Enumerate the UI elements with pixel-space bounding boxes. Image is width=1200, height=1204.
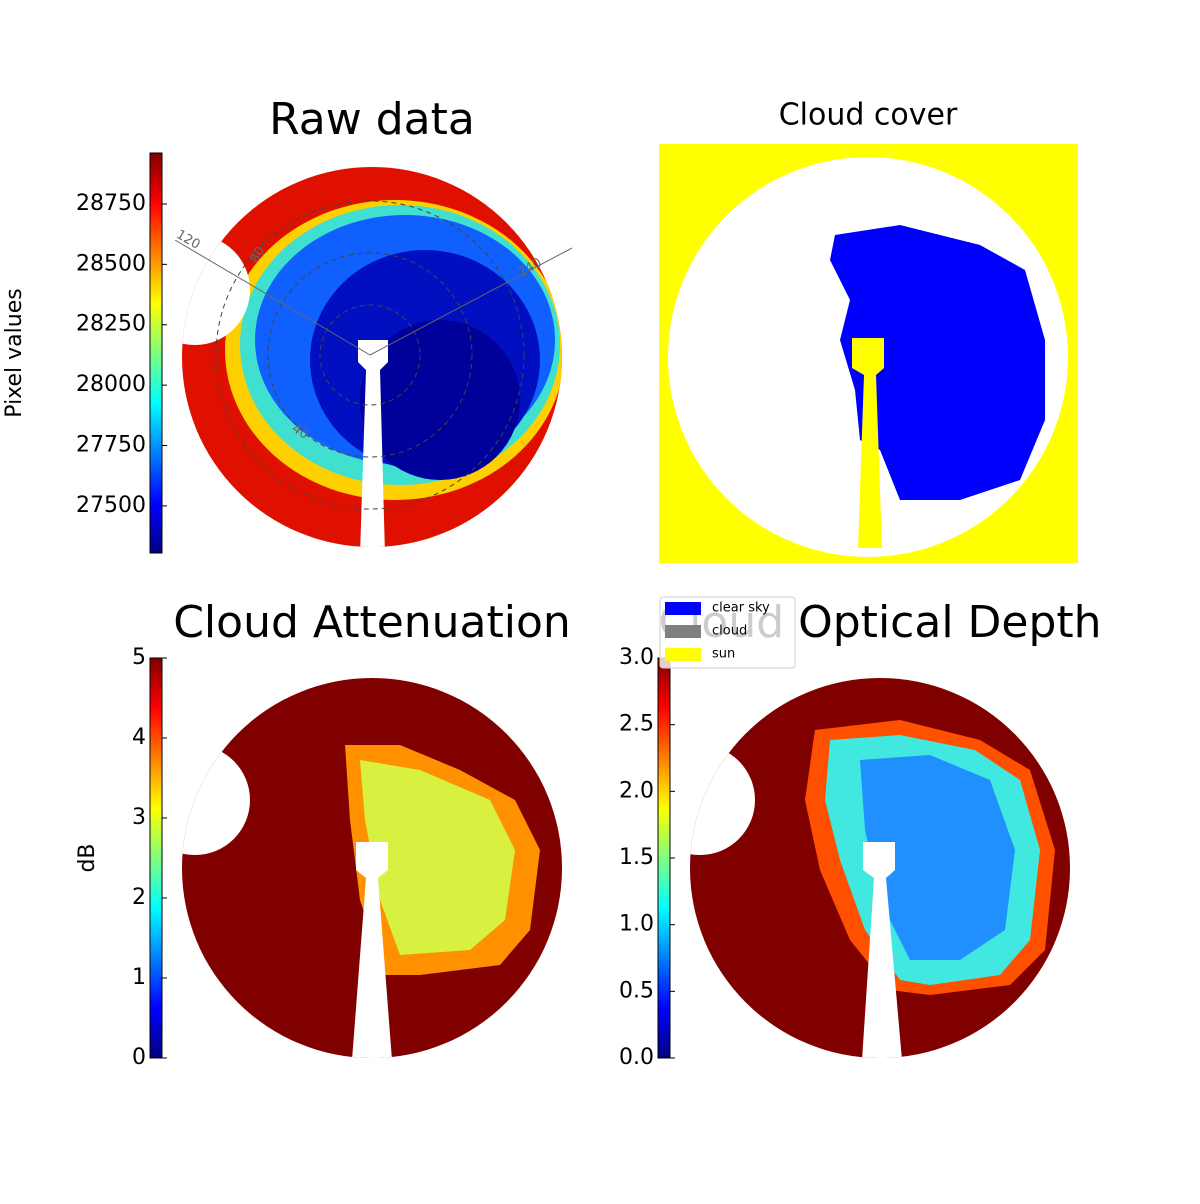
attenuation-image [182, 678, 562, 1058]
colorbar [657, 657, 671, 1059]
colorbar-tick-label: 5 [132, 645, 146, 670]
colorbar-tick-label: 3.0 [619, 645, 654, 670]
colorbar-label: dB [75, 843, 100, 872]
legend-swatch [665, 602, 701, 615]
polar-label: 120 [173, 227, 202, 252]
colorbar-tick-label: 0.5 [619, 978, 654, 1003]
colorbar-tick-label: 1 [132, 965, 146, 990]
colorbar-tick-label: 0 [132, 1045, 146, 1070]
polar-grid [174, 200, 573, 510]
raw-image [182, 167, 562, 547]
colorbar-tick-label: 3 [132, 805, 146, 830]
legend-swatch [665, 648, 701, 661]
colorbar-tick-label: 28250 [76, 312, 146, 337]
optical-depth-image [690, 678, 1070, 1058]
polar-label: 80 [247, 244, 268, 266]
colorbar-tick-label: 2.5 [619, 712, 654, 737]
polar-label: 40 [289, 421, 311, 442]
colorbar-tick-label: 28500 [76, 251, 146, 276]
colorbar-tick-label: 28000 [76, 372, 146, 397]
colorbar-label: Pixel values [2, 288, 27, 417]
colorbar-tick-label: 2.0 [619, 778, 654, 803]
colorbar-tick-label: 1.5 [619, 845, 654, 870]
colorbar-tick-label: 4 [132, 725, 146, 750]
colorbar [149, 152, 163, 554]
panel-title: Cloud Attenuation [173, 597, 571, 648]
cloud-cover-image [659, 144, 1078, 563]
panel-title: Cloud cover [779, 98, 958, 133]
panel-title: Raw data [269, 94, 475, 145]
colorbar-tick-label: 1.0 [619, 912, 654, 937]
colorbar [149, 657, 163, 1059]
legend-swatch [665, 625, 701, 638]
colorbar-tick-label: 2 [132, 885, 146, 910]
colorbar-tick-label: 28750 [76, 191, 146, 216]
colorbar-tick-label: 0.0 [619, 1045, 654, 1070]
legend-label: cloud [712, 624, 747, 639]
legend-label: clear sky [712, 601, 770, 616]
colorbar-tick-label: 27750 [76, 433, 146, 458]
legend-label: sun [712, 647, 735, 662]
colorbar-tick-label: 27500 [76, 493, 146, 518]
